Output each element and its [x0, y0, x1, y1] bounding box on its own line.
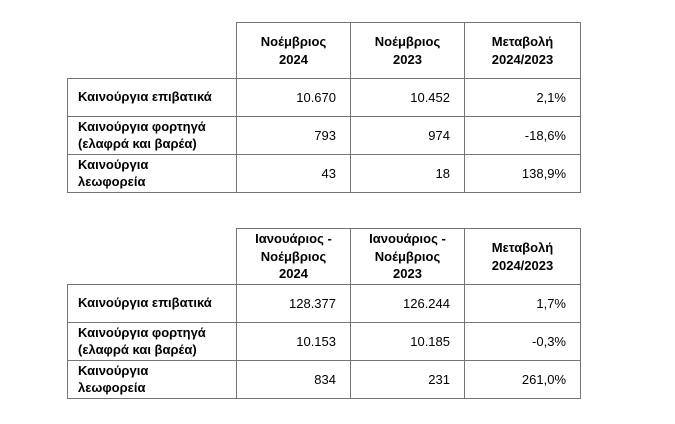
column-header-change: Μεταβολή 2024/2023 — [464, 228, 581, 285]
table-row-buses: Καινούργια λεωφορεία 43 18 138,9% — [67, 154, 581, 193]
value-cell: 974 — [350, 116, 465, 155]
change-cell: -18,6% — [464, 116, 581, 155]
value-cell: 18 — [350, 154, 465, 193]
table-row-trucks: Καινούργια φορτηγά (ελαφρά και βαρέα) 79… — [67, 116, 581, 155]
value-cell: 834 — [236, 360, 351, 399]
row-label: Καινούργια λεωφορεία — [67, 360, 237, 399]
table-row-passenger-cars: Καινούργια επιβατικά 10.670 10.452 2,1% — [67, 78, 581, 117]
row-label: Καινούργια φορτηγά (ελαφρά και βαρέα) — [67, 116, 237, 155]
value-cell: 10.185 — [350, 322, 465, 361]
ytd-registrations-table: Ιανουάριος - Νοέμβριος 2024 Ιανουάριος -… — [67, 228, 581, 399]
table-row-buses: Καινούργια λεωφορεία 834 231 261,0% — [67, 360, 581, 399]
value-cell: 126.244 — [350, 284, 465, 323]
monthly-registrations-table: Νοέμβριος 2024 Νοέμβριος 2023 Μεταβολή 2… — [67, 22, 581, 193]
column-header-nov-2023: Νοέμβριος 2023 — [350, 22, 465, 79]
row-label: Καινούργια επιβατικά — [67, 284, 237, 323]
change-cell: 2,1% — [464, 78, 581, 117]
table-row-trucks: Καινούργια φορτηγά (ελαφρά και βαρέα) 10… — [67, 322, 581, 361]
change-cell: -0,3% — [464, 322, 581, 361]
row-label: Καινούργια επιβατικά — [67, 78, 237, 117]
empty-corner-cell — [68, 229, 237, 285]
change-cell: 138,9% — [464, 154, 581, 193]
change-cell: 1,7% — [464, 284, 581, 323]
table-row-passenger-cars: Καινούργια επιβατικά 128.377 126.244 1,7… — [67, 284, 581, 323]
value-cell: 10.153 — [236, 322, 351, 361]
monthly-header-row: Νοέμβριος 2024 Νοέμβριος 2023 Μεταβολή 2… — [68, 22, 581, 79]
column-header-change: Μεταβολή 2024/2023 — [464, 22, 581, 79]
value-cell: 128.377 — [236, 284, 351, 323]
value-cell: 10.670 — [236, 78, 351, 117]
column-header-nov-2024: Νοέμβριος 2024 — [236, 22, 351, 79]
value-cell: 793 — [236, 116, 351, 155]
column-header-jan-nov-2024: Ιανουάριος - Νοέμβριος 2024 — [236, 228, 351, 285]
value-cell: 231 — [350, 360, 465, 399]
row-label: Καινούργια λεωφορεία — [67, 154, 237, 193]
change-cell: 261,0% — [464, 360, 581, 399]
column-header-jan-nov-2023: Ιανουάριος - Νοέμβριος 2023 — [350, 228, 465, 285]
ytd-header-row: Ιανουάριος - Νοέμβριος 2024 Ιανουάριος -… — [68, 228, 581, 285]
value-cell: 10.452 — [350, 78, 465, 117]
row-label: Καινούργια φορτηγά (ελαφρά και βαρέα) — [67, 322, 237, 361]
value-cell: 43 — [236, 154, 351, 193]
empty-corner-cell — [68, 23, 237, 79]
